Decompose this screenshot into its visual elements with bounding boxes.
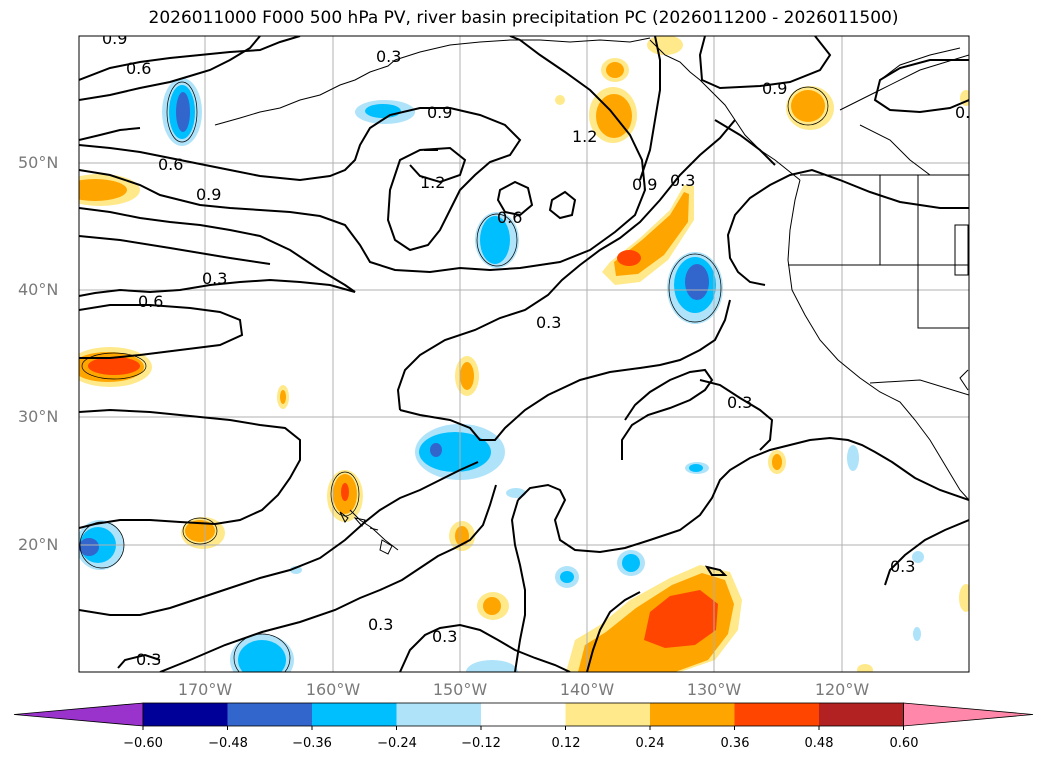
contour-label: 0.3 (432, 627, 457, 646)
contour-label: 0.6 (158, 155, 183, 174)
islands (339, 511, 393, 555)
pos-anomaly (791, 90, 825, 122)
lon-label: 120°W (814, 680, 870, 699)
neg-anomaly (685, 264, 709, 300)
colorbar-tick: −0.24 (377, 736, 417, 751)
colorbar-tick: 0.12 (551, 736, 581, 751)
pos-anomaly (606, 62, 624, 78)
neg-anomaly (506, 488, 526, 498)
contour-label: 0.3 (670, 171, 695, 190)
colorbar (13, 702, 1034, 730)
colorbar-segment (481, 703, 566, 726)
neg-anomaly (238, 640, 286, 672)
colorbar-segment (819, 703, 904, 726)
contour-label: 0.9 (632, 175, 657, 194)
lon-label: 130°W (686, 680, 742, 699)
colorbar-segment (734, 703, 820, 726)
map-frame (78, 35, 970, 673)
pos-anomaly (959, 584, 969, 612)
colorbar-segment (143, 703, 228, 726)
lat-label: 50°N (18, 153, 59, 172)
colorbar-outline (142, 702, 904, 727)
contour-label: 0.9 (196, 185, 221, 204)
colorbar-segment (650, 703, 735, 726)
colorbar-tick: −0.12 (461, 736, 501, 751)
map-panel: 0.9 0.6 0.3 0.9 1.2 1.2 0.6 0.9 0.9 0.3 … (79, 29, 980, 672)
contour-label: 0.6 (138, 292, 163, 311)
neg-anomaly (622, 554, 640, 572)
contour-label: 1.2 (420, 173, 445, 192)
pos-anomaly (483, 597, 501, 615)
neg-anomaly (365, 104, 401, 118)
anomaly-outlines (79, 81, 829, 672)
pos-anomaly (79, 179, 127, 201)
colorbar-tick: 0.24 (635, 736, 665, 751)
lat-label: 30°N (18, 407, 59, 426)
colorbar-segment (312, 703, 397, 726)
neg-anomaly (430, 443, 442, 457)
coastlines (214, 37, 969, 551)
pos-anomaly (185, 520, 215, 542)
contour-label: 0.3 (136, 650, 161, 669)
lat-label: 20°N (18, 535, 59, 554)
contour-label: 0.3 (890, 557, 915, 576)
colorbar-segment (227, 703, 313, 726)
colorbar-tick: 0.60 (889, 736, 919, 751)
neg-anomaly (847, 445, 859, 471)
pos-anomaly (88, 357, 140, 375)
colorbar-segment (903, 702, 1034, 727)
neg-anomaly (560, 571, 574, 583)
colorbar-segment (396, 703, 482, 726)
colorbar-tick: 0.36 (720, 736, 750, 751)
contour-label: 0.9 (102, 29, 127, 48)
contour-label: 1.2 (572, 127, 597, 146)
contour-label: 0.3 (727, 393, 752, 412)
pos-anomaly (644, 590, 718, 648)
contour-labels: 0.9 0.6 0.3 0.9 1.2 1.2 0.6 0.9 0.9 0.3 … (102, 29, 980, 669)
pos-anomaly (617, 250, 641, 266)
contour-label: 0.3 (368, 615, 393, 634)
lon-label: 140°W (559, 680, 615, 699)
neg-anomaly (466, 660, 518, 672)
colorbar-segment (565, 703, 651, 726)
contour-label: 0.3 (376, 47, 401, 66)
colorbar-segment (13, 702, 144, 727)
pos-anomaly (455, 526, 469, 546)
contour-label: 0.9 (762, 79, 787, 98)
contour-label: 0.6 (126, 59, 151, 78)
colorbar-tick: −0.36 (292, 736, 332, 751)
neg-anomaly (79, 538, 99, 556)
lon-label: 150°W (432, 680, 488, 699)
pos-anomaly (555, 95, 565, 105)
contour-label: 0.3 (202, 269, 227, 288)
contour-label: 0.6 (497, 208, 522, 227)
colorbar-tick: −0.48 (208, 736, 248, 751)
lat-label: 40°N (18, 280, 59, 299)
contour-label: 0.9 (427, 103, 452, 122)
contour-label: 0.3 (536, 313, 561, 332)
neg-anomaly (913, 627, 921, 641)
pos-anomaly (857, 664, 873, 672)
colorbar-tick: 0.48 (804, 736, 834, 751)
neg-anomaly (912, 551, 924, 563)
lon-label: 160°W (305, 680, 361, 699)
pos-anomaly (280, 390, 286, 404)
neg-anomaly (176, 92, 190, 132)
pos-anomaly (772, 454, 782, 470)
pv-contours (79, 36, 969, 672)
pos-anomaly (341, 483, 349, 501)
colorbar-tick: −0.60 (123, 736, 163, 751)
contour-label: 0.3 (955, 103, 980, 122)
lon-label: 170°W (177, 680, 233, 699)
graticule (79, 36, 969, 672)
map-title: 2026011000 F000 500 hPa PV, river basin … (148, 8, 899, 28)
precip-fills (79, 36, 969, 672)
neg-anomaly (419, 432, 491, 472)
pos-anomaly (460, 362, 474, 390)
neg-anomaly (689, 464, 703, 472)
pos-anomaly (647, 36, 683, 55)
neg-anomaly (480, 216, 510, 264)
